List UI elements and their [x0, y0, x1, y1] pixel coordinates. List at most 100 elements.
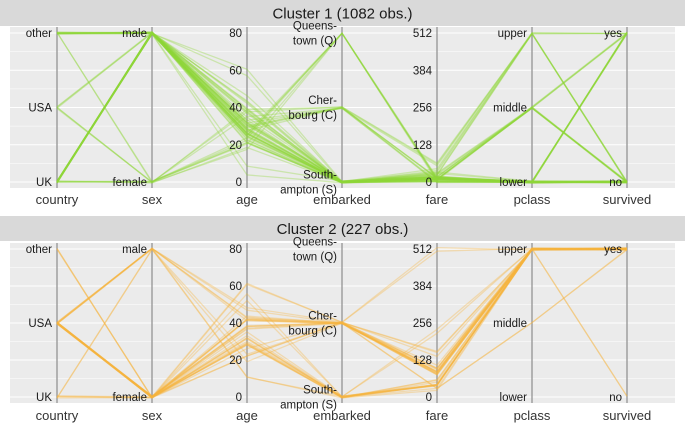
tick-label-embarked-C-text: Cher-: [308, 95, 337, 107]
profile-line: [56, 32, 628, 183]
tick-label-fare: 256: [413, 318, 432, 330]
profile-line: [56, 31, 627, 183]
axis-name-country: country: [36, 408, 79, 423]
tick-label-fare-text: 512: [413, 244, 432, 256]
profile-line: [56, 247, 628, 398]
profile-line: [56, 31, 628, 184]
panel-header: [0, 0, 685, 26]
tick-label-sex-female: female: [112, 177, 147, 189]
axis-name-fare: fare: [426, 192, 448, 207]
profile-line: [56, 32, 628, 184]
profile-lines: [56, 30, 628, 184]
profile-line: [56, 32, 628, 183]
profile-line: [56, 32, 628, 183]
tick-label-age: 40: [229, 103, 242, 115]
profile-line: [56, 248, 628, 398]
profile-line: [56, 32, 628, 184]
profile-line: [56, 247, 628, 366]
profile-line: [56, 31, 628, 183]
profile-line: [56, 247, 628, 371]
tick-label-embarked-S-text: South-: [303, 385, 337, 397]
tick-label-fare-text: 256: [413, 103, 432, 115]
axis-name-age: age: [236, 192, 258, 207]
tick-label-country-other-text: other: [26, 244, 52, 256]
profile-line: [56, 31, 628, 183]
profile-line: [56, 32, 628, 184]
tick-label-country-USA-text: USA: [28, 318, 52, 330]
tick-label-pclass-upper-text: upper: [498, 244, 528, 256]
profile-line: [56, 31, 628, 184]
profile-line: [56, 31, 628, 184]
tick-label-embarked-S: South-ampton (S): [280, 170, 337, 197]
tick-label-sex-male: male: [122, 28, 147, 40]
tick-label-country-UK: UK: [36, 392, 52, 404]
profile-line: [56, 249, 628, 398]
panel-1: Cluster 1 (1082 obs.) other USA UK male femal…: [0, 0, 685, 207]
tick-label-age-text: 60: [229, 281, 242, 293]
profile-line: [56, 247, 628, 398]
profile-line: [56, 248, 628, 399]
profile-line: [56, 31, 628, 183]
profile-line: [56, 248, 628, 399]
profile-line: [56, 247, 628, 397]
profile-line: [56, 248, 628, 399]
tick-label-fare-text: 128: [413, 355, 432, 367]
tick-label-age-text: 20: [229, 355, 242, 367]
profile-line: [56, 248, 628, 398]
profile-line: [56, 31, 628, 184]
profile-line: [56, 31, 628, 184]
profile-line: [56, 32, 628, 184]
profile-line: [56, 248, 628, 399]
tick-label-survived-no: no: [609, 177, 622, 189]
profile-line: [56, 31, 628, 183]
tick-label-embarked-Q: Queens-town (Q): [293, 237, 337, 264]
profile-line: [56, 32, 628, 184]
profile-line: [56, 31, 628, 184]
profile-line: [56, 248, 628, 398]
tick-label-embarked-Q: Queens-town (Q): [293, 21, 337, 48]
tick-label-age-text: 40: [229, 318, 242, 330]
profile-line: [56, 31, 628, 184]
tick-label-embarked-C-text: bourg (C): [288, 110, 337, 122]
tick-label-survived-yes-text: yes: [604, 244, 622, 256]
profile-line: [56, 247, 628, 399]
profile-line: [56, 32, 628, 184]
profile-lines: [56, 246, 628, 399]
tick-label-country-USA: USA: [28, 103, 52, 115]
tick-label-age: 20: [229, 140, 242, 152]
axis-name-embarked: embarked: [313, 192, 371, 207]
profile-line: [56, 247, 628, 370]
tick-label-age: 20: [229, 355, 242, 367]
profile-line: [56, 247, 628, 370]
axis-name-pclass: pclass: [514, 408, 551, 423]
tick-label-country-USA: USA: [28, 318, 52, 330]
profile-line: [56, 32, 628, 183]
profile-line: [56, 31, 628, 183]
profile-line: [56, 249, 628, 399]
profile-line: [56, 31, 627, 183]
tick-label-fare: 0: [426, 392, 432, 404]
tick-label-embarked-C-text: Cher-: [308, 311, 337, 323]
tick-label-pclass-middle: middle: [493, 318, 527, 330]
profile-line: [56, 246, 628, 399]
tick-label-pclass-middle-text: middle: [493, 318, 527, 330]
tick-label-survived-no-text: no: [609, 392, 622, 404]
tick-label-fare-text: 128: [413, 140, 432, 152]
profile-line: [56, 31, 628, 184]
tick-label-survived-yes-text: yes: [604, 28, 622, 40]
profile-line: [56, 247, 628, 399]
profile-line: [56, 248, 628, 398]
tick-label-fare: 512: [413, 244, 432, 256]
tick-label-country-UK: UK: [36, 177, 52, 189]
tick-label-embarked-S-text: South-: [303, 170, 337, 182]
tick-label-pclass-lower: lower: [500, 392, 528, 404]
tick-label-age-text: 0: [236, 392, 242, 404]
tick-label-survived-yes: yes: [604, 28, 622, 40]
profile-line: [56, 248, 628, 397]
axis-name-survived: survived: [603, 192, 651, 207]
profile-line: [56, 247, 628, 398]
tick-label-sex-female-text: female: [112, 177, 147, 189]
panel-title: Cluster 1 (1082 obs.): [272, 6, 412, 23]
